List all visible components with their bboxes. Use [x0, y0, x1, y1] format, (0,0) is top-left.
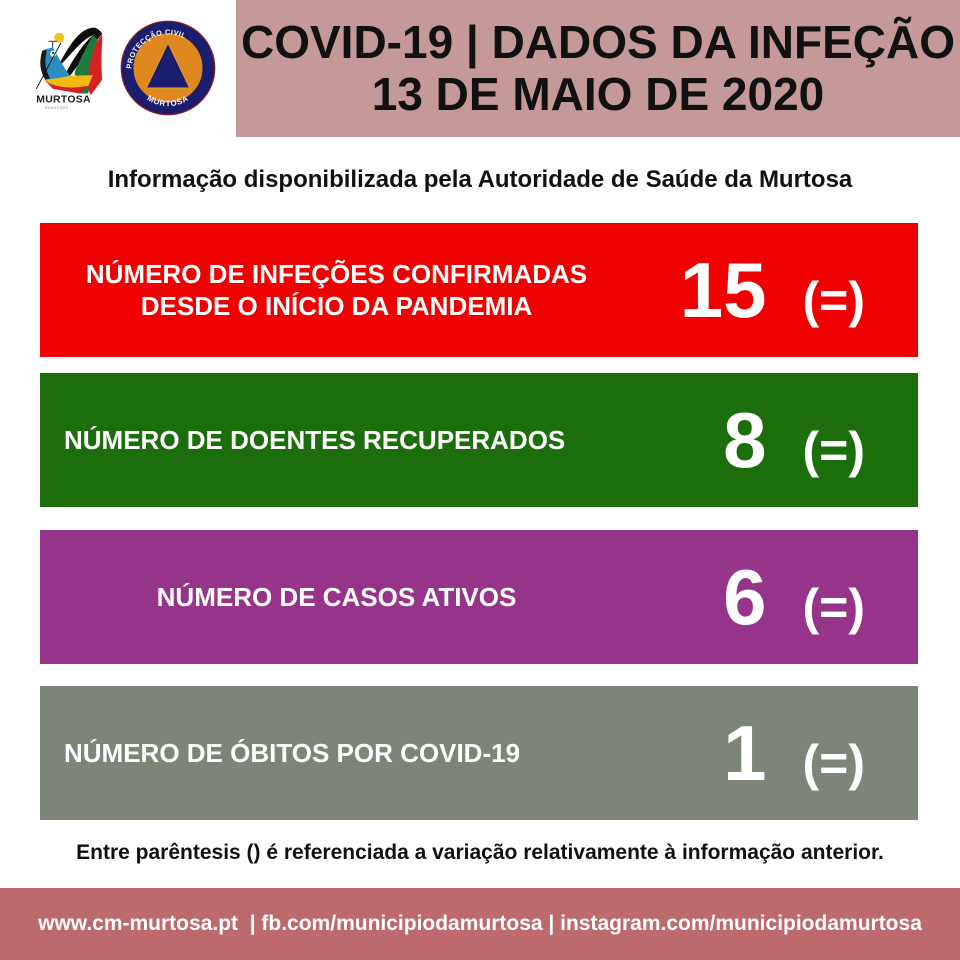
svg-text:MURTOSA: MURTOSA: [36, 95, 91, 106]
svg-text:município: município: [45, 105, 69, 111]
